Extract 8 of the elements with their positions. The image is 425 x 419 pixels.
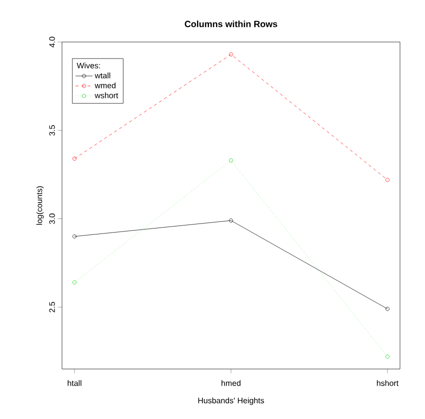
point — [229, 158, 233, 162]
point — [229, 218, 233, 223]
point — [72, 156, 77, 161]
chart-title: Columns within Rows — [184, 20, 278, 28]
point — [229, 52, 233, 56]
point — [72, 280, 77, 284]
point — [385, 354, 390, 359]
point — [385, 178, 390, 182]
